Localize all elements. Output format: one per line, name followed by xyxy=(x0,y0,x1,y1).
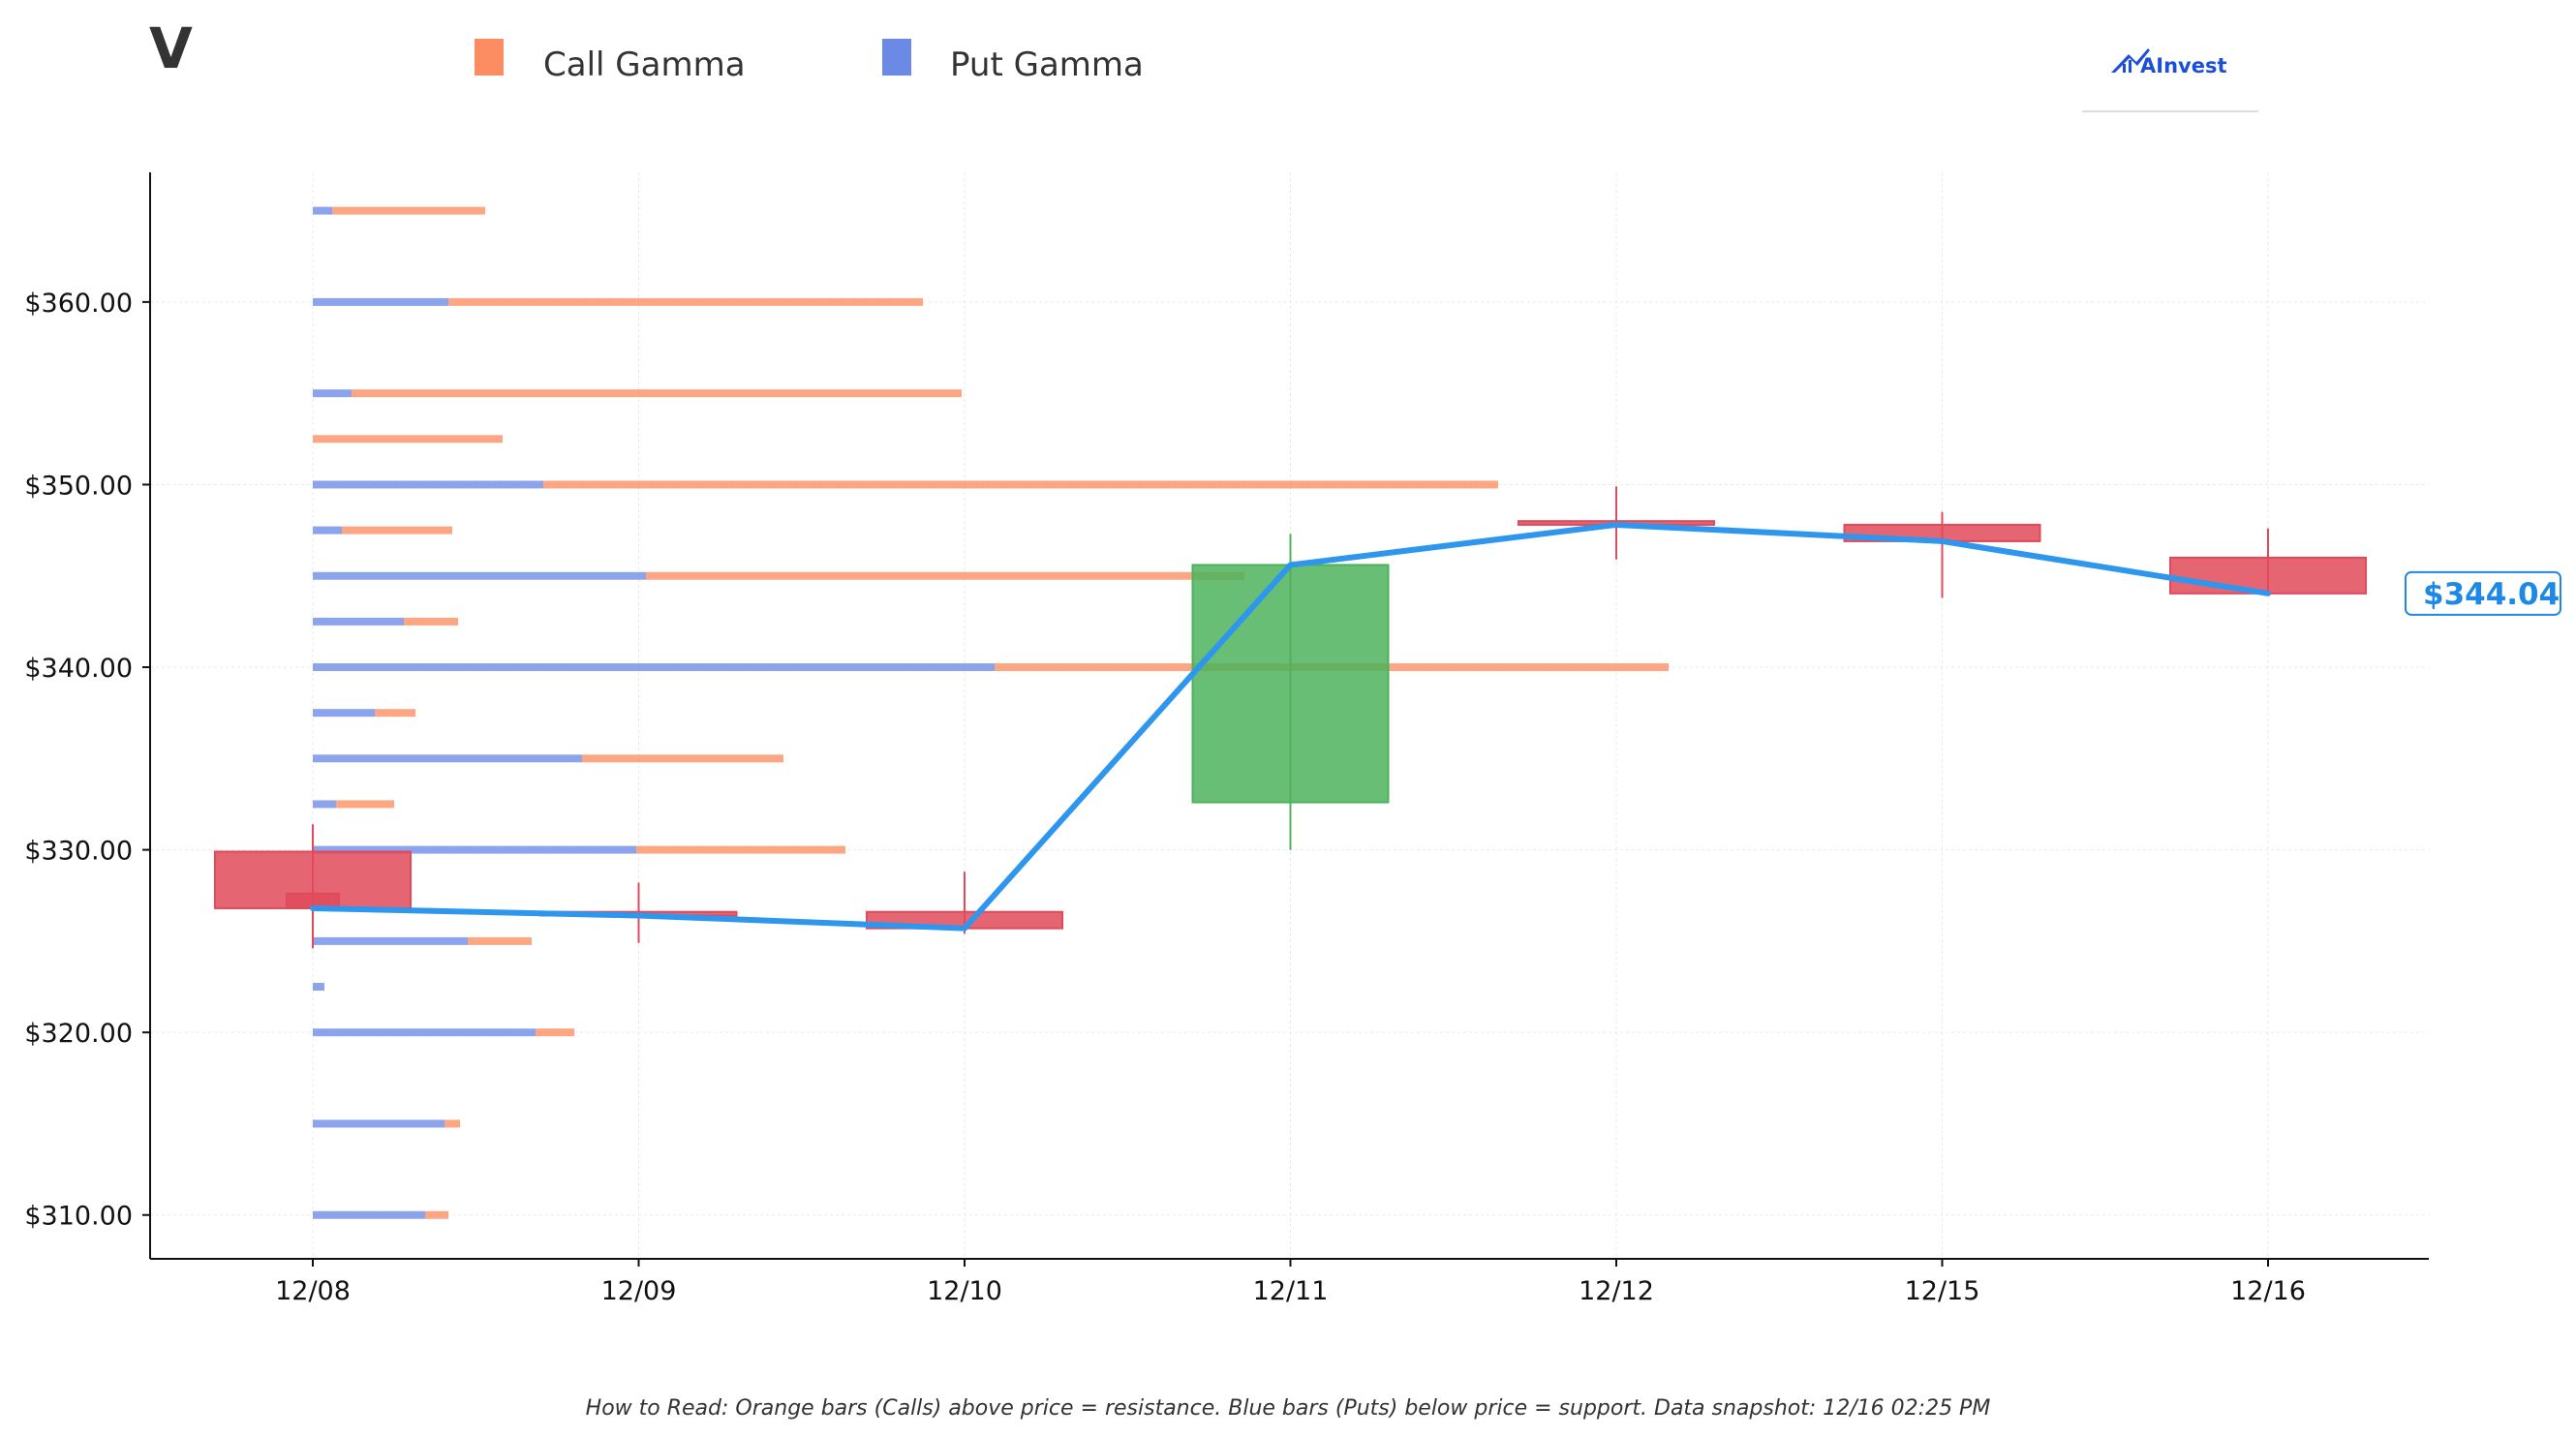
x-tick-label: 12/11 xyxy=(1253,1276,1329,1306)
put-gamma-bar xyxy=(313,617,404,626)
put-gamma-bar xyxy=(313,800,336,809)
footnote: How to Read: Orange bars (Calls) above p… xyxy=(586,1396,1991,1421)
call-gamma-bar xyxy=(448,297,923,306)
put-gamma-bar xyxy=(313,1028,536,1037)
put-gamma-bar xyxy=(313,526,342,535)
x-tick-label: 12/09 xyxy=(601,1276,677,1306)
y-tick-label: $330.00 xyxy=(24,837,133,867)
put-gamma-bar xyxy=(313,663,995,672)
y-tick-label: $340.00 xyxy=(24,654,133,684)
call-gamma-bar xyxy=(313,435,503,443)
call-gamma-bar xyxy=(445,1119,460,1128)
call-gamma-bar xyxy=(375,709,415,718)
call-gamma-bar xyxy=(646,571,1244,580)
call-gamma-bar xyxy=(468,936,532,945)
call-gamma-bar xyxy=(582,754,783,763)
x-tick-label: 12/15 xyxy=(1905,1276,1980,1306)
gamma-bars xyxy=(313,206,1669,1219)
call-gamma-bar xyxy=(425,1210,448,1219)
call-gamma-bar xyxy=(332,206,485,215)
last-price-badge: $344.04 xyxy=(2405,570,2561,616)
put-gamma-bar xyxy=(313,845,636,854)
y-tick-label: $350.00 xyxy=(24,471,133,501)
put-gamma-bar xyxy=(313,936,468,945)
call-gamma-bar xyxy=(342,526,452,535)
brand-logo: AInvest xyxy=(2082,48,2258,112)
call-gamma-bar xyxy=(636,845,845,854)
call-gamma-bar xyxy=(404,617,458,626)
brand-chart-icon xyxy=(2111,48,2150,73)
x-tick-label: 12/08 xyxy=(275,1276,351,1306)
call-gamma-bar xyxy=(543,480,1498,489)
y-ticks: $310.00 $320.00 $330.00 $340.00 $350.00 $360.… xyxy=(24,289,150,1232)
put-gamma-bar xyxy=(313,206,332,215)
legend-put-swatch xyxy=(882,39,911,76)
call-gamma-bar xyxy=(336,800,394,809)
put-gamma-bar xyxy=(313,571,646,580)
legend-call-swatch xyxy=(475,39,504,76)
last-price-box xyxy=(2405,570,2561,616)
call-gamma-bar xyxy=(352,389,962,398)
legend-put-label: Put Gamma xyxy=(950,46,1144,84)
x-tick-label: 12/16 xyxy=(2230,1276,2306,1306)
candles xyxy=(214,486,2367,949)
put-gamma-bar xyxy=(313,389,352,398)
put-gamma-bar xyxy=(313,1119,445,1128)
ticker-symbol: V xyxy=(149,15,193,81)
legend: Call Gamma Put Gamma xyxy=(475,39,1144,84)
candle-body xyxy=(1191,564,1390,804)
call-gamma-bar xyxy=(536,1028,574,1037)
candle-body xyxy=(2169,556,2367,595)
y-tick-label: $320.00 xyxy=(24,1019,133,1049)
put-gamma-bar xyxy=(313,709,375,718)
put-gamma-bar xyxy=(313,754,582,763)
y-tick-label: $360.00 xyxy=(24,289,133,319)
put-gamma-bar xyxy=(313,480,543,489)
last-price-label: $344.04 xyxy=(2423,577,2560,612)
price-line-layer xyxy=(310,521,2271,932)
brand-name: AInvest xyxy=(2140,54,2227,77)
put-gamma-bar xyxy=(313,1210,425,1219)
x-ticks: 12/08 12/09 12/10 12/11 12/12 12/15 12/16 xyxy=(275,1259,2306,1306)
put-gamma-bar xyxy=(313,297,448,306)
x-tick-label: 12/12 xyxy=(1579,1276,1654,1306)
put-gamma-bar xyxy=(313,983,324,992)
price-line xyxy=(310,521,2271,932)
y-tick-label: $310.00 xyxy=(24,1202,133,1232)
legend-call-label: Call Gamma xyxy=(543,46,746,84)
x-tick-label: 12/10 xyxy=(927,1276,1002,1306)
